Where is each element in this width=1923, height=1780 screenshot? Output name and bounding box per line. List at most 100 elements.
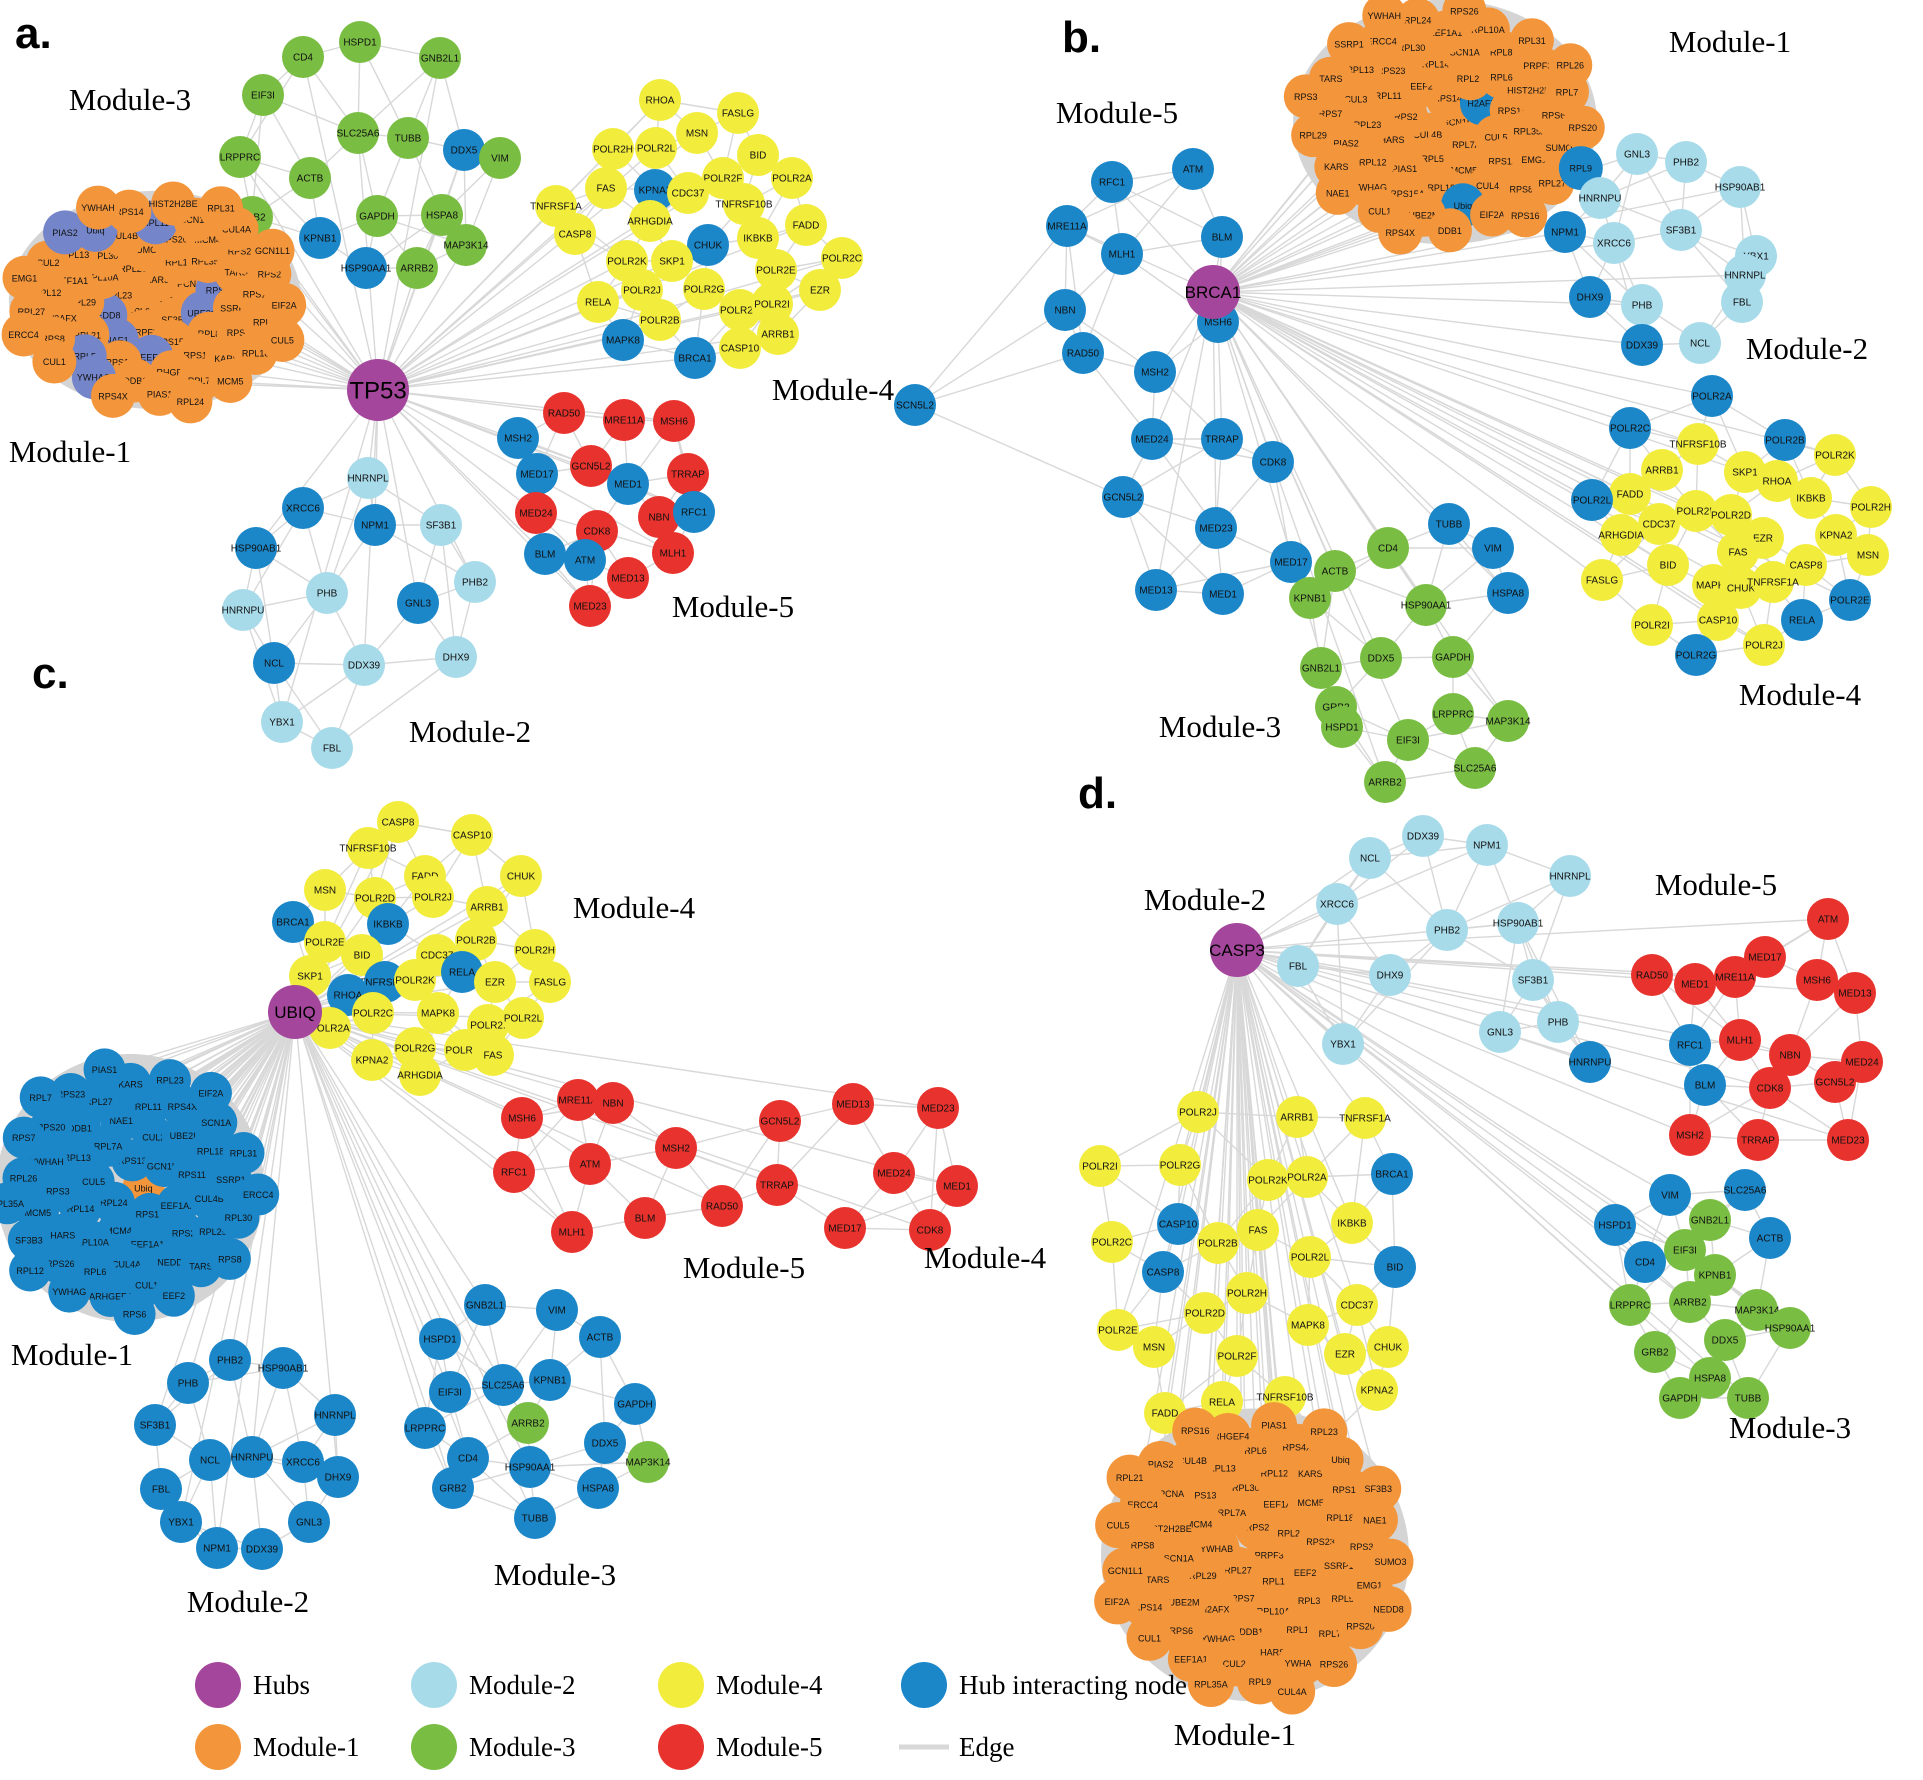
node-label-MAP3K14: MAP3K14 <box>1485 717 1530 728</box>
node-IKBKB <box>737 217 779 259</box>
node-LRPPRC <box>1609 1284 1651 1326</box>
node-label-RPL24: RPL24 <box>1278 1529 1306 1539</box>
node-RPS26 <box>1310 1640 1357 1687</box>
node-ACTB <box>1749 1217 1791 1259</box>
node-label-RPL13: RPL13 <box>62 250 90 260</box>
node-label-HSP90AA1: HSP90AA1 <box>505 1463 556 1474</box>
node-POLR2F <box>1216 1335 1258 1377</box>
node-label-PHB: PHB <box>178 1379 199 1390</box>
panel-letter-b: b. <box>1062 13 1101 62</box>
node-label-TNFRSF10B: TNFRSF10B <box>1256 1393 1314 1404</box>
node-label-XRCC6: XRCC6 <box>1597 239 1631 250</box>
node-MSN <box>304 869 346 911</box>
node-label-HNRNPU: HNRNPU <box>1569 1058 1612 1069</box>
node-label-SF3B1: SF3B1 <box>140 1421 171 1432</box>
node-label-RPS8: RPS8 <box>218 1254 242 1264</box>
node-label-RPL7A: RPL7A <box>1218 1508 1247 1518</box>
node-label-FASLG: FASLG <box>722 109 754 120</box>
node-label-RPL10A: RPL10A <box>1471 25 1505 35</box>
node-label-RPS8: RPS8 <box>1509 185 1533 195</box>
node-label-BRCA1: BRCA1 <box>1375 1170 1409 1181</box>
node-label-RAD50: RAD50 <box>1067 349 1100 360</box>
node-MRE11A <box>1046 205 1088 247</box>
node-label-RPL29: RPL29 <box>1189 1571 1217 1581</box>
node-label-Ubiq: Ubiq <box>134 1184 153 1194</box>
node-label-EIF2A: EIF2A <box>272 300 297 310</box>
node-FADD <box>1609 473 1651 515</box>
node-HSP90AB1 <box>1719 166 1761 208</box>
node-label-YWHAH: YWHAH <box>1285 1659 1319 1669</box>
node-label-RPS20: RPS20 <box>1569 123 1598 133</box>
node-label-RPS20: RPS20 <box>1346 1622 1375 1632</box>
node-HNRNPL <box>1549 855 1591 897</box>
legend: Hubs Module-2 Module-4 Hub interacting node… <box>195 1662 1187 1770</box>
node-label-HSPA8: HSPA8 <box>1694 1374 1726 1385</box>
node-label-BLM: BLM <box>535 550 556 561</box>
hub-label-CASP3: CASP3 <box>1209 941 1265 960</box>
panel-letter-d: d. <box>1078 769 1117 818</box>
nodes: CASP8 CASP10 TNFRSF10B FADD CHUK MSN POLR2D POL… <box>0 801 978 1570</box>
node-label-TUBB: TUBB <box>522 1514 549 1525</box>
node-label-RPL27: RPL27 <box>85 1097 113 1107</box>
node-label-RPS26: RPS26 <box>1320 1659 1349 1669</box>
node-label-EIF2A: EIF2A <box>198 1088 223 1098</box>
hub-node-BRCA1 <box>1186 265 1240 319</box>
node-label-MED23: MED23 <box>1199 524 1233 535</box>
node-label-CUL2: CUL2 <box>1223 1659 1246 1669</box>
node-EIF2A <box>262 282 307 327</box>
node-TUBB <box>514 1497 556 1539</box>
node-label-RPL18: RPL18 <box>1326 1513 1354 1523</box>
node-label-RPL6: RPL6 <box>84 1267 107 1277</box>
node-label-HSP90AB1: HSP90AB1 <box>1493 919 1544 930</box>
node-label-HNRNPL: HNRNPL <box>314 1411 356 1422</box>
node-FAS <box>585 167 627 209</box>
node-label-RPL7A: RPL7A <box>94 1141 123 1151</box>
node-label-GAPDH: GAPDH <box>359 212 395 223</box>
node-ATM <box>1172 148 1214 190</box>
module-label-a-Module-4: Module-4 <box>772 372 895 407</box>
node-MSH2 <box>1134 351 1176 393</box>
node-label-MSH2: MSH2 <box>662 1144 690 1155</box>
node-label-MSH6: MSH6 <box>660 417 688 428</box>
node-label-CD4: CD4 <box>458 1454 478 1465</box>
node-label-UBE2M: UBE2M <box>1408 210 1439 220</box>
node-HNRNPL <box>314 1394 356 1436</box>
node-label-POLR2B: POLR2B <box>640 316 680 327</box>
node-label-ATM: ATM <box>575 556 595 567</box>
node-NPM1 <box>1466 824 1508 866</box>
node-label-MED13: MED13 <box>836 1100 870 1111</box>
node-POLR2H <box>592 128 634 170</box>
node-DDX5 <box>443 129 485 171</box>
node-label-RHOA: RHOA <box>1763 477 1792 488</box>
node-PHB <box>306 572 348 614</box>
node-RPL31 <box>198 186 243 231</box>
node-label-SKP1: SKP1 <box>1732 468 1758 479</box>
node-label-RPS7: RPS7 <box>12 1133 36 1143</box>
node-label-RPL11: RPL11 <box>135 1102 162 1112</box>
node-label-TUBB: TUBB <box>395 134 422 145</box>
node-label-HSPD1: HSPD1 <box>343 38 377 49</box>
node-label-POLR2E: POLR2E <box>1098 1326 1138 1337</box>
node-label-CHUK: CHUK <box>1727 584 1756 595</box>
node-label-TRRAP: TRRAP <box>1205 435 1239 446</box>
node-label-POLR2K: POLR2K <box>395 976 435 987</box>
node-CDC37 <box>1336 1284 1378 1326</box>
node-label-RAD50: RAD50 <box>706 1202 739 1213</box>
node-label-RPL27: RPL27 <box>1224 1565 1252 1575</box>
node-CUL5 <box>260 317 305 362</box>
node-label-MED24: MED24 <box>1135 435 1169 446</box>
node-label-ERCC4: ERCC4 <box>1366 37 1397 47</box>
node-label-POLR2K: POLR2K <box>1815 451 1855 462</box>
node-label-POLR2J: POLR2J <box>414 893 452 904</box>
node-label-MSN: MSN <box>686 129 708 140</box>
node-label-ACTB: ACTB <box>587 1333 614 1344</box>
node-label-PHB2: PHB2 <box>1434 926 1461 937</box>
node-MAPK8 <box>602 319 644 361</box>
node-LRPPRC <box>219 136 261 178</box>
node-label-IKBKB: IKBKB <box>743 234 773 245</box>
node-POLR2E <box>1829 579 1871 621</box>
node-DDX39 <box>343 644 385 686</box>
node-label-ARRB2: ARRB2 <box>1368 778 1402 789</box>
node-label-Ubiq: Ubiq <box>1454 201 1473 211</box>
node-label-ARHGEF4: ARHGEF4 <box>1207 1432 1250 1442</box>
